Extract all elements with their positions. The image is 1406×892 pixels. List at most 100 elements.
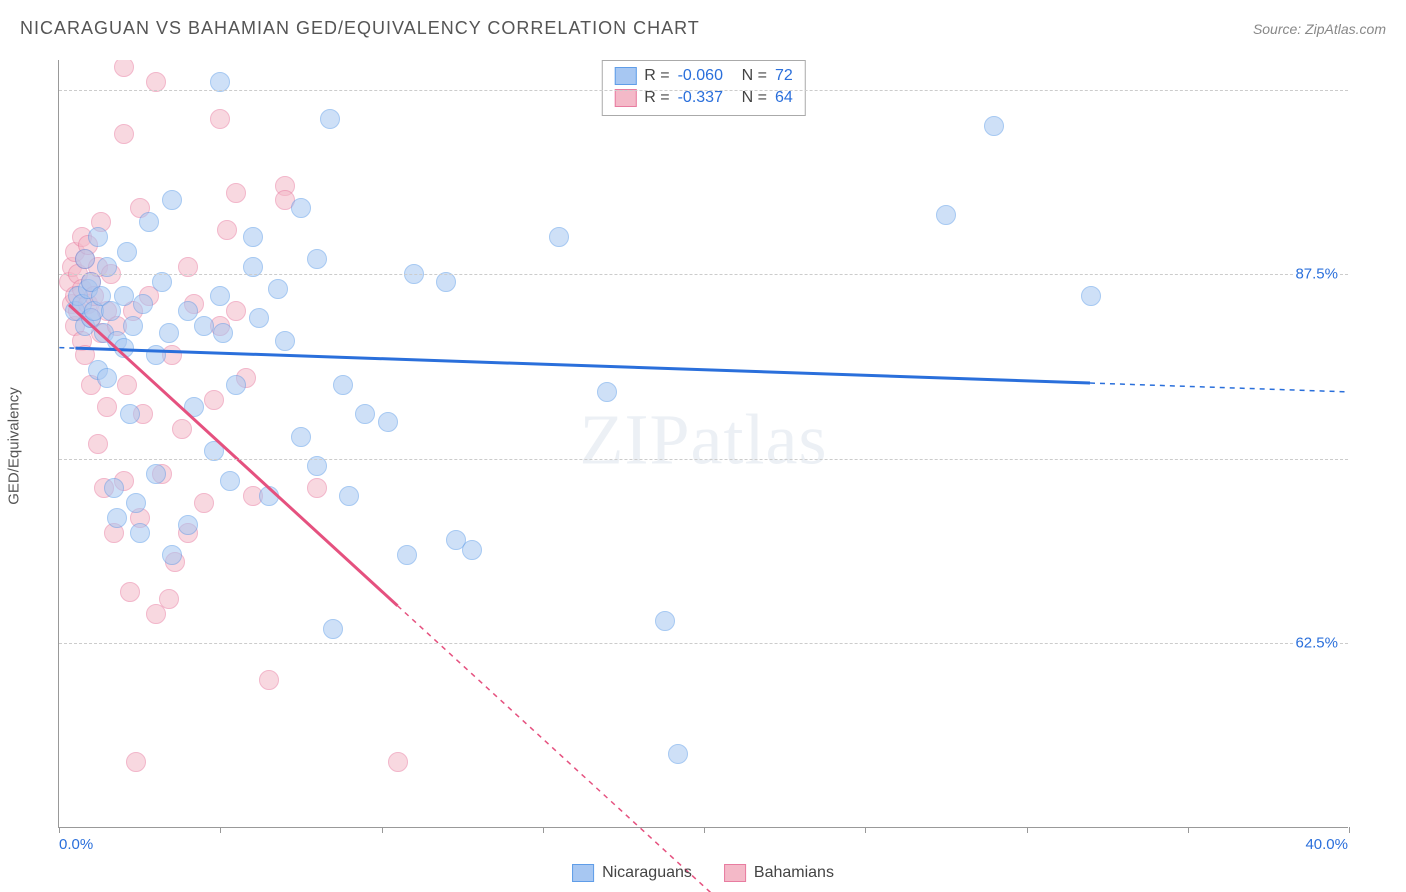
data-point <box>104 478 124 498</box>
data-point <box>133 294 153 314</box>
data-point <box>162 190 182 210</box>
x-tick-mark <box>704 827 705 833</box>
x-tick-mark <box>382 827 383 833</box>
data-point <box>333 375 353 395</box>
data-point <box>1081 286 1101 306</box>
source-attribution: Source: ZipAtlas.com <box>1253 21 1386 37</box>
gridline <box>59 643 1348 644</box>
r-value-1: -0.337 <box>678 89 734 107</box>
legend-swatch-1 <box>614 89 636 107</box>
legend-label-0: Nicaraguans <box>602 864 692 882</box>
x-tick-mark <box>1188 827 1189 833</box>
data-point <box>259 670 279 690</box>
data-point <box>178 515 198 535</box>
data-point <box>117 375 137 395</box>
data-point <box>291 427 311 447</box>
legend-item-1: Bahamians <box>724 864 834 882</box>
data-point <box>268 279 288 299</box>
data-point <box>97 368 117 388</box>
data-point <box>126 493 146 513</box>
data-point <box>226 301 246 321</box>
data-point <box>88 434 108 454</box>
data-point <box>388 752 408 772</box>
data-point <box>275 331 295 351</box>
x-tick-mark <box>220 827 221 833</box>
data-point <box>220 471 240 491</box>
x-tick-mark <box>1349 827 1350 833</box>
legend-row-series-0: R = -0.060 N = 72 <box>614 65 792 87</box>
data-point <box>204 390 224 410</box>
data-point <box>320 109 340 129</box>
legend-label-1: Bahamians <box>754 864 834 882</box>
y-tick-label: 87.5% <box>1293 266 1340 283</box>
data-point <box>120 404 140 424</box>
r-label-0: R = <box>644 67 669 85</box>
x-tick-mark <box>59 827 60 833</box>
data-point <box>307 478 327 498</box>
data-point <box>130 523 150 543</box>
data-point <box>159 589 179 609</box>
data-point <box>397 545 417 565</box>
n-value-1: 64 <box>775 89 793 107</box>
chart-title: NICARAGUAN VS BAHAMIAN GED/EQUIVALENCY C… <box>20 18 700 39</box>
data-point <box>378 412 398 432</box>
data-point <box>323 619 343 639</box>
data-point <box>194 316 214 336</box>
x-tick-mark <box>865 827 866 833</box>
data-point <box>668 744 688 764</box>
data-point <box>114 286 134 306</box>
y-tick-label: 62.5% <box>1293 635 1340 652</box>
data-point <box>217 220 237 240</box>
data-point <box>120 582 140 602</box>
data-point <box>984 116 1004 136</box>
data-point <box>114 338 134 358</box>
x-tick-mark <box>1027 827 1028 833</box>
n-label-0: N = <box>742 67 767 85</box>
data-point <box>291 198 311 218</box>
scatter-plot: ZIPatlas R = -0.060 N = 72 R = -0.337 N … <box>58 60 1348 828</box>
data-point <box>75 249 95 269</box>
data-point <box>88 227 108 247</box>
legend-item-0: Nicaraguans <box>572 864 692 882</box>
data-point <box>117 242 137 262</box>
data-point <box>655 611 675 631</box>
data-point <box>184 397 204 417</box>
gridline <box>59 459 1348 460</box>
legend-swatch-series-1 <box>724 864 746 882</box>
legend-swatch-0 <box>614 67 636 85</box>
series-legend: Nicaraguans Bahamians <box>572 864 834 882</box>
data-point <box>159 323 179 343</box>
data-point <box>213 323 233 343</box>
x-tick-mark <box>543 827 544 833</box>
data-point <box>462 540 482 560</box>
data-point <box>549 227 569 247</box>
data-point <box>114 124 134 144</box>
legend-swatch-series-0 <box>572 864 594 882</box>
data-point <box>146 345 166 365</box>
data-point <box>936 205 956 225</box>
data-point <box>597 382 617 402</box>
y-axis-label: GED/Equivalency <box>6 387 23 505</box>
x-tick-max: 40.0% <box>1305 836 1348 853</box>
data-point <box>162 545 182 565</box>
data-point <box>355 404 375 424</box>
data-point <box>243 227 263 247</box>
data-point <box>126 752 146 772</box>
data-point <box>210 109 230 129</box>
data-point <box>307 249 327 269</box>
data-point <box>146 464 166 484</box>
data-point <box>226 375 246 395</box>
r-label-1: R = <box>644 89 669 107</box>
data-point <box>226 183 246 203</box>
n-label-1: N = <box>742 89 767 107</box>
data-point <box>172 419 192 439</box>
data-point <box>123 316 143 336</box>
data-point <box>139 212 159 232</box>
data-point <box>97 397 117 417</box>
data-point <box>339 486 359 506</box>
gridline <box>59 274 1348 275</box>
r-value-0: -0.060 <box>678 67 734 85</box>
gridline <box>59 90 1348 91</box>
data-point <box>194 493 214 513</box>
data-point <box>249 308 269 328</box>
